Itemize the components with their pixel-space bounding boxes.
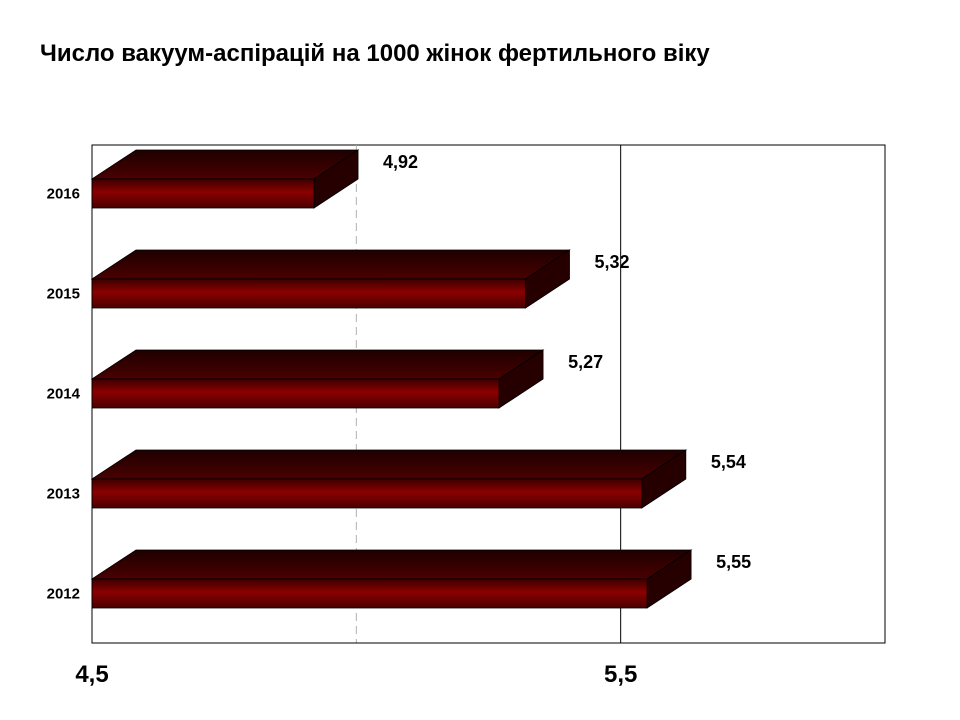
category-label: 2013 [47, 486, 80, 503]
data-label: 5,54 [711, 452, 746, 472]
category-label: 2012 [47, 586, 80, 603]
bar-top-face [90, 149, 360, 180]
bar-2015 [90, 249, 571, 309]
data-label: 4,92 [383, 152, 418, 172]
bar-2012 [90, 549, 693, 609]
x-tick-label: 5,5 [604, 661, 637, 688]
bar-top-face [90, 549, 693, 580]
bar-front-face [91, 378, 500, 409]
bar-front-face [91, 278, 526, 309]
x-tick-label: 4,5 [75, 661, 108, 688]
category-label: 2015 [47, 286, 80, 303]
data-label: 5,32 [595, 252, 630, 272]
category-labels: 2016 2015 2014 2013 2012 [47, 186, 81, 603]
bar-2013 [90, 449, 688, 509]
bar-front-face [91, 178, 315, 209]
bar-top-face [90, 349, 545, 380]
chart-title: Число вакуум-аспірацій на 1000 жінок фер… [40, 40, 710, 67]
x-tick-labels: 4,5 5,5 [75, 661, 637, 688]
bar-top-face [90, 249, 571, 280]
category-label: 2016 [47, 186, 80, 203]
category-label: 2014 [47, 386, 81, 403]
bar-front-face [91, 478, 643, 509]
bar-2016 [90, 149, 360, 209]
bar-2014 [90, 349, 545, 409]
data-labels: 4,92 5,32 5,27 5,54 5,55 [383, 152, 751, 572]
bars [90, 149, 693, 609]
data-label: 5,55 [716, 552, 751, 572]
bar-top-face [90, 449, 688, 480]
data-label: 5,27 [568, 352, 603, 372]
bar-front-face [91, 578, 648, 609]
